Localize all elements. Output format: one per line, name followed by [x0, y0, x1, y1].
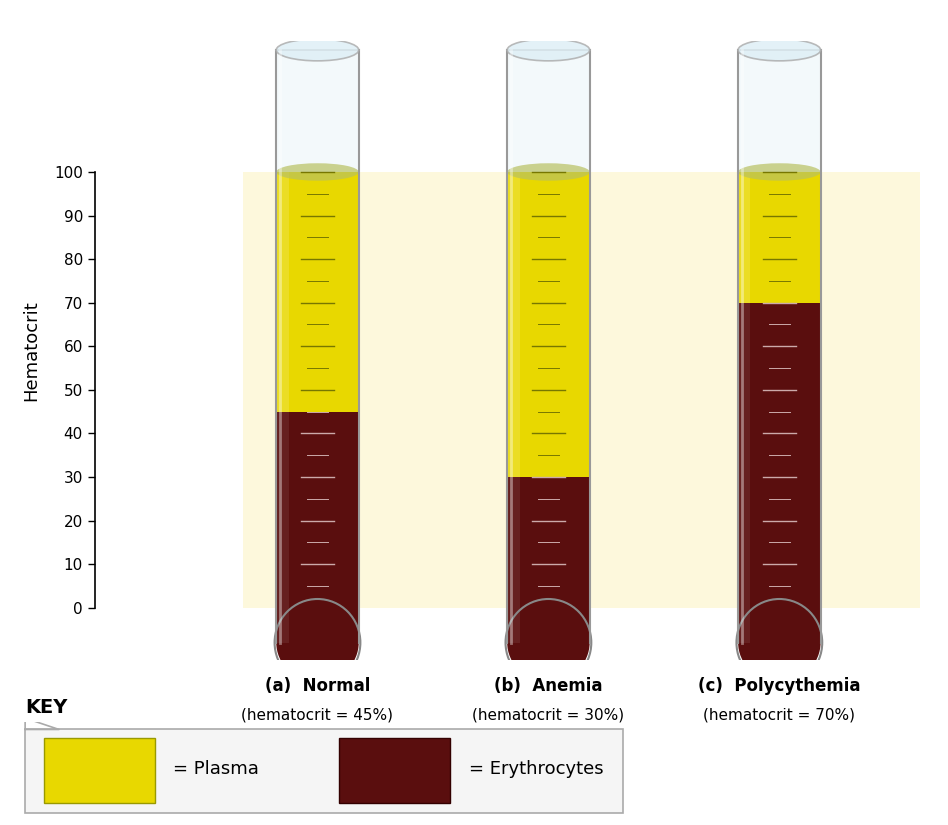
Ellipse shape: [738, 603, 821, 681]
Bar: [507, 172, 590, 477]
Ellipse shape: [507, 163, 590, 181]
Bar: [738, 172, 751, 303]
Bar: [276, 172, 358, 412]
Text: (hematocrit = 30%): (hematocrit = 30%): [472, 708, 625, 723]
Ellipse shape: [276, 163, 358, 181]
Text: (a)  Normal: (a) Normal: [264, 677, 370, 695]
Bar: [276, 50, 358, 172]
Bar: [276, 412, 358, 643]
Bar: [276, 172, 288, 412]
Bar: [738, 50, 821, 172]
Ellipse shape: [738, 163, 821, 181]
Bar: [738, 303, 751, 643]
Bar: [738, 172, 821, 303]
Text: (hematocrit = 45%): (hematocrit = 45%): [242, 708, 393, 723]
Text: (c)  Polycythemia: (c) Polycythemia: [698, 677, 861, 695]
Bar: [507, 477, 520, 643]
Bar: [507, 172, 520, 477]
Bar: [244, 172, 920, 608]
Ellipse shape: [507, 603, 590, 681]
Text: = Plasma: = Plasma: [173, 761, 259, 778]
Text: = Erythrocytes: = Erythrocytes: [468, 761, 604, 778]
Bar: [507, 477, 590, 643]
Bar: [276, 412, 288, 643]
Bar: [738, 303, 821, 643]
Text: (hematocrit = 70%): (hematocrit = 70%): [703, 708, 855, 723]
Text: (b)  Anemia: (b) Anemia: [494, 677, 603, 695]
Bar: [339, 738, 450, 803]
Text: KEY: KEY: [25, 698, 67, 717]
Ellipse shape: [276, 603, 358, 681]
Bar: [507, 50, 590, 172]
Ellipse shape: [276, 39, 358, 61]
Ellipse shape: [738, 39, 821, 61]
Ellipse shape: [507, 39, 590, 61]
Bar: [44, 738, 155, 803]
Y-axis label: Hematocrit: Hematocrit: [22, 300, 40, 401]
FancyBboxPatch shape: [25, 729, 623, 813]
